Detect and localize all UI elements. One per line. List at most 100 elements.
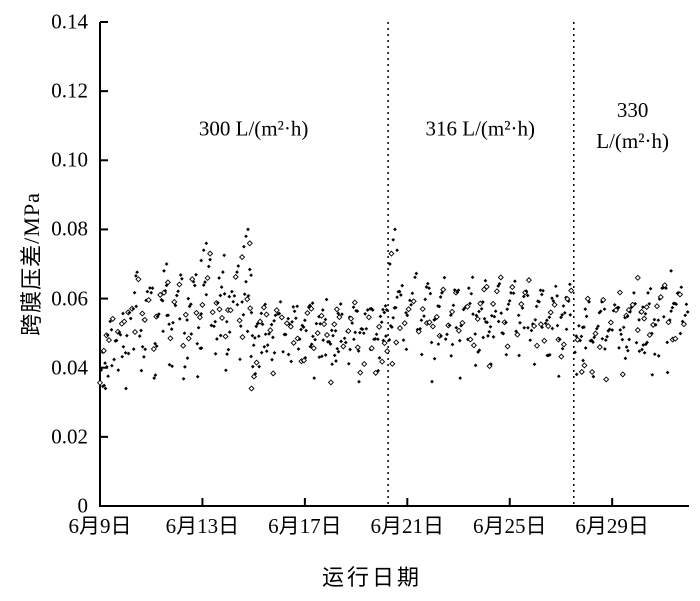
data-point-hollow-diamond bbox=[429, 323, 436, 330]
data-point-hollow-diamond bbox=[314, 330, 321, 337]
data-point-hollow-diamond bbox=[433, 313, 440, 320]
data-point-hollow-diamond bbox=[653, 303, 661, 310]
data-point-hollow-diamond bbox=[493, 288, 500, 295]
data-point-hollow-diamond bbox=[368, 345, 375, 352]
data-point-dot bbox=[299, 327, 303, 332]
data-point-hollow-diamond bbox=[603, 376, 610, 383]
data-point-dot bbox=[610, 328, 615, 332]
data-point-hollow-diamond bbox=[321, 321, 328, 328]
data-point-dot bbox=[231, 299, 236, 304]
data-point-dot bbox=[678, 331, 683, 336]
data-point-dot bbox=[245, 329, 250, 334]
data-point-hollow-diamond bbox=[581, 362, 588, 369]
data-point-hollow-diamond bbox=[455, 327, 462, 334]
data-point-dot bbox=[244, 279, 248, 284]
data-point-dot bbox=[591, 374, 596, 379]
x-axis-label: 运行日期 bbox=[321, 565, 423, 590]
data-point-dot bbox=[395, 248, 399, 253]
data-point-hollow-diamond bbox=[584, 295, 591, 302]
data-point-dot bbox=[428, 291, 433, 296]
data-point-dot bbox=[637, 318, 641, 322]
data-point-dot bbox=[143, 347, 148, 352]
data-point-dot bbox=[230, 289, 234, 294]
data-point-dot bbox=[513, 279, 517, 284]
data-point-hollow-diamond bbox=[533, 342, 541, 349]
data-point-dot bbox=[235, 302, 240, 307]
data-point-dot bbox=[378, 314, 383, 319]
data-point-hollow-diamond bbox=[222, 333, 229, 340]
annotation-line: 300 L/(m²·h) bbox=[198, 116, 309, 141]
data-point-dot bbox=[333, 328, 338, 333]
data-point-hollow-diamond bbox=[657, 293, 664, 301]
data-point-dot bbox=[222, 292, 227, 296]
data-point-hollow-diamond bbox=[253, 359, 260, 366]
data-point-hollow-diamond bbox=[135, 276, 142, 283]
data-point-dot bbox=[361, 331, 366, 336]
data-point-dot bbox=[324, 297, 329, 302]
data-point-dot bbox=[364, 326, 369, 331]
data-point-hollow-diamond bbox=[379, 358, 386, 365]
data-point-dot bbox=[679, 285, 684, 290]
data-point-hollow-diamond bbox=[318, 312, 325, 319]
data-point-dot bbox=[161, 329, 165, 334]
data-point-dot bbox=[533, 317, 538, 322]
data-point-dot bbox=[140, 344, 145, 349]
data-point-dot bbox=[353, 330, 358, 335]
data-point-hollow-diamond bbox=[426, 319, 433, 326]
data-point-hollow-diamond bbox=[287, 323, 294, 330]
data-point-hollow-diamond bbox=[209, 309, 216, 316]
data-point-hollow-diamond bbox=[574, 336, 581, 343]
data-point-dot bbox=[451, 303, 456, 308]
data-point-dot bbox=[272, 318, 276, 323]
data-point-dot bbox=[556, 374, 561, 379]
y-tick-label: 0.02 bbox=[51, 424, 88, 449]
data-point-dot bbox=[183, 365, 187, 369]
data-point-dot bbox=[312, 376, 317, 380]
data-point-hollow-diamond bbox=[145, 296, 152, 304]
data-point-dot bbox=[103, 361, 107, 365]
data-point-dot bbox=[624, 345, 629, 349]
data-point-dot bbox=[352, 337, 356, 342]
data-point-dot bbox=[121, 311, 125, 316]
data-point-hollow-diamond bbox=[672, 335, 679, 342]
data-point-hollow-diamond bbox=[405, 306, 412, 313]
data-point-dot bbox=[528, 338, 533, 343]
data-point-dot bbox=[338, 302, 343, 306]
data-point-dot bbox=[445, 332, 449, 337]
data-point-dot bbox=[539, 292, 544, 297]
x-tick-label: 6月29日 bbox=[575, 514, 649, 538]
data-point-dot bbox=[185, 356, 190, 360]
data-point-dot bbox=[547, 315, 552, 320]
data-point-dot bbox=[142, 355, 146, 359]
data-point-dot bbox=[176, 289, 180, 294]
data-point-dot bbox=[661, 314, 666, 319]
data-point-hollow-diamond bbox=[357, 369, 364, 376]
data-point-hollow-diamond bbox=[248, 385, 255, 392]
data-point-dot bbox=[561, 304, 566, 308]
data-point-dot bbox=[652, 352, 657, 357]
data-point-dot bbox=[167, 322, 171, 327]
data-point-hollow-diamond bbox=[545, 323, 552, 330]
data-point-dot bbox=[343, 340, 348, 345]
data-point-dot bbox=[139, 368, 144, 373]
data-point-dot bbox=[432, 356, 437, 361]
data-point-dot bbox=[236, 264, 241, 268]
data-point-dot bbox=[612, 303, 617, 307]
data-point-hollow-diamond bbox=[372, 369, 379, 376]
data-point-hollow-diamond bbox=[470, 342, 477, 349]
data-point-dot bbox=[669, 309, 673, 313]
data-point-dot bbox=[289, 359, 294, 364]
data-point-dot bbox=[348, 347, 352, 352]
data-point-dot bbox=[256, 334, 261, 339]
data-point-dot bbox=[438, 295, 443, 299]
data-point-dot bbox=[204, 292, 209, 297]
data-point-hollow-diamond bbox=[525, 277, 532, 284]
data-point-dot bbox=[226, 347, 231, 352]
annotation-line: L/(m²·h) bbox=[596, 128, 670, 153]
x-tick-label: 6月25日 bbox=[472, 514, 547, 538]
data-point-dot bbox=[224, 368, 228, 373]
data-point-dot bbox=[294, 316, 298, 321]
data-point-dot bbox=[194, 272, 198, 277]
data-point-dot bbox=[174, 293, 179, 298]
data-point-dot bbox=[132, 290, 137, 295]
